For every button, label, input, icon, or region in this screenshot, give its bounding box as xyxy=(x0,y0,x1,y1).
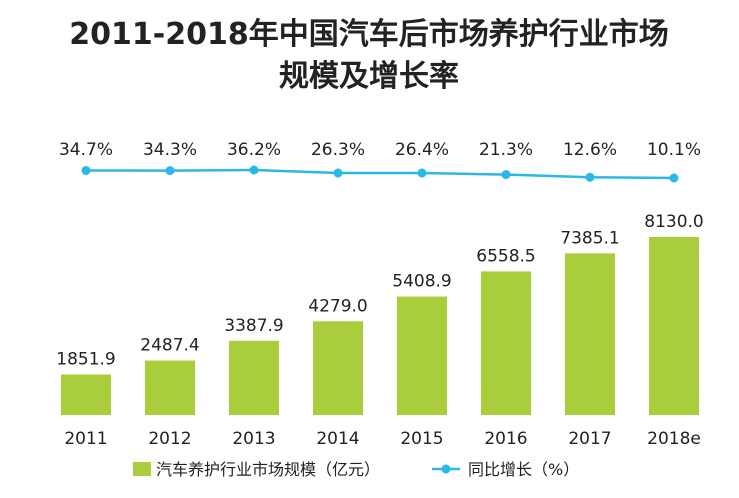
growth-point-2015 xyxy=(417,168,427,178)
bar-label-2014: 4279.0 xyxy=(308,296,367,316)
bar-label-2013: 3387.9 xyxy=(224,316,283,336)
growth-label-2016: 21.3% xyxy=(479,140,533,160)
legend-line-label: 同比增长（%） xyxy=(468,460,579,479)
x-tick-2013: 2013 xyxy=(232,429,275,449)
x-tick-2014: 2014 xyxy=(316,429,359,449)
bars-layer: 1851.9 2487.4 3387.9 4279.0 5408.9 6558.5 7385… xyxy=(56,212,704,415)
bar-2017 xyxy=(565,253,615,415)
bar-label-2016: 6558.5 xyxy=(476,246,535,266)
x-tick-2017: 2017 xyxy=(568,429,611,449)
bar-label-2017: 7385.1 xyxy=(560,228,619,248)
bar-label-2012: 2487.4 xyxy=(140,336,199,356)
growth-label-2012: 34.3% xyxy=(143,140,197,160)
x-tick-2018e: 2018e xyxy=(647,429,701,449)
growth-label-2011: 34.7% xyxy=(59,140,113,160)
growth-label-2018e: 10.1% xyxy=(647,140,701,160)
bar-2015 xyxy=(397,296,447,415)
legend: 汽车养护行业市场规模（亿元） 同比增长（%） xyxy=(133,460,579,479)
bar-label-2015: 5408.9 xyxy=(392,272,451,292)
x-tick-2012: 2012 xyxy=(148,429,191,449)
growth-point-2011 xyxy=(81,165,91,175)
bar-2011 xyxy=(61,374,111,415)
growth-line xyxy=(85,168,675,180)
growth-point-2013 xyxy=(249,165,259,175)
bar-label-2018e: 8130.0 xyxy=(644,212,703,232)
growth-point-2018e xyxy=(669,173,679,183)
x-axis: 2011 2012 2013 2014 2015 2016 2017 2018e xyxy=(64,429,701,449)
growth-label-2013: 36.2% xyxy=(227,140,281,160)
growth-label-2015: 26.4% xyxy=(395,140,449,160)
bar-label-2011: 1851.9 xyxy=(56,349,115,369)
bar-2014 xyxy=(313,321,363,415)
growth-label-2017: 12.6% xyxy=(563,140,617,160)
chart-title: 2011-2018年中国汽车后市场养护行业市场 xyxy=(69,17,668,52)
bar-2013 xyxy=(229,340,279,415)
growth-point-2016 xyxy=(501,170,511,180)
growth-label-2014: 26.3% xyxy=(311,140,365,160)
legend-line-marker xyxy=(441,464,451,474)
line-layer: 34.7% 34.3% 36.2% 26.3% 26.4% 21.3% 12.6% 10.1% xyxy=(59,140,701,183)
x-tick-2011: 2011 xyxy=(64,429,107,449)
legend-bar-swatch xyxy=(133,462,151,476)
growth-point-2017 xyxy=(585,172,595,182)
growth-point-2014 xyxy=(333,168,343,178)
bar-2016 xyxy=(481,271,531,415)
legend-bar-label: 汽车养护行业市场规模（亿元） xyxy=(156,460,380,479)
growth-point-2012 xyxy=(165,166,175,176)
chart-subtitle: 规模及增长率 xyxy=(279,59,459,94)
x-tick-2015: 2015 xyxy=(400,429,443,449)
bar-2018e xyxy=(649,237,699,415)
x-tick-2016: 2016 xyxy=(484,429,527,449)
bar-2012 xyxy=(145,360,195,415)
